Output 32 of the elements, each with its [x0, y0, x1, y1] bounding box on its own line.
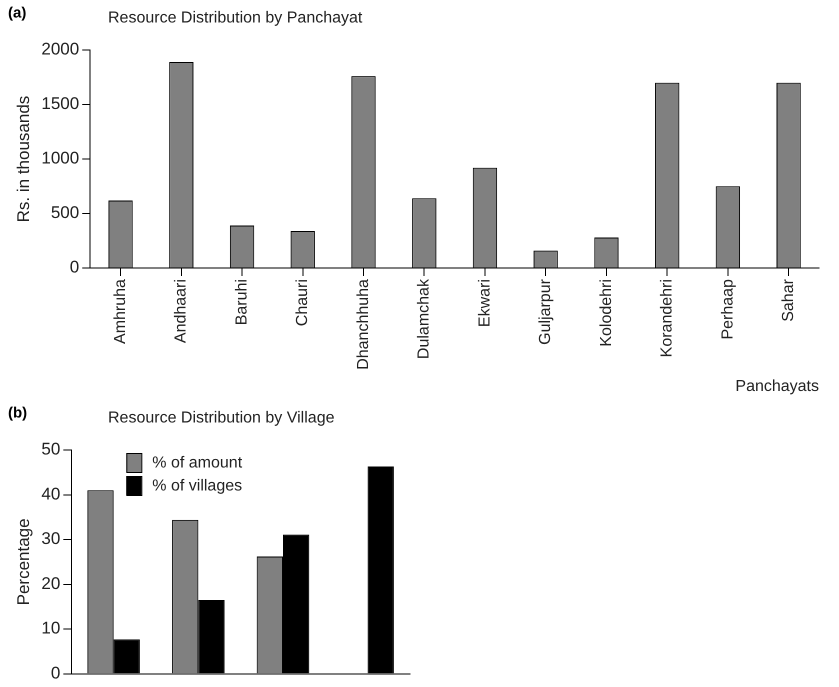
y-tick-label: 20	[41, 574, 60, 593]
y-tick-label: 1500	[41, 94, 80, 114]
text: (b)	[8, 404, 28, 422]
y-tick-label: 50	[41, 440, 60, 459]
x-tick-label: Guljarpur	[537, 278, 554, 345]
x-tick-label: Perhaap	[719, 278, 736, 340]
chart-title: Resource Distribution by Village	[108, 409, 335, 426]
y-tick-label: 0	[50, 663, 60, 682]
x-tick-label: Baruhi	[233, 279, 250, 326]
x-axis-title: Panchayats	[735, 378, 819, 395]
x-tick-label: Korandehri	[658, 279, 676, 358]
x-tick-label: Dulamchak	[416, 278, 433, 360]
chart-title: Resource Distribution by Panchayat	[108, 9, 363, 26]
y-tick-label: 500	[50, 203, 80, 222]
x-tick-label: Ekwari	[476, 279, 494, 328]
y-tick-label: 10	[41, 618, 60, 638]
y-tick-label: 30	[41, 529, 60, 548]
y-tick-label: 40	[41, 484, 60, 504]
x-tick-label: Chauri	[294, 279, 312, 326]
legend-label: % of villages	[152, 477, 242, 494]
y-axis-title: Percentage	[14, 518, 33, 606]
x-tick-label: Kolodehri	[598, 279, 615, 347]
x-tick-label: Andhaari	[172, 279, 190, 344]
x-tick-label: Dhanchhuha	[354, 278, 372, 370]
text: (a)	[8, 4, 26, 22]
y-axis-title: Rs. in thousands	[14, 96, 33, 222]
x-tick-label: Sahar	[780, 278, 798, 322]
legend-label: % of amount	[152, 454, 243, 472]
x-tick-label: Amhruha	[112, 278, 129, 344]
y-tick-label: 0	[70, 258, 80, 277]
y-tick-label: 2000	[41, 40, 80, 59]
y-tick-label: 1000	[41, 148, 80, 168]
